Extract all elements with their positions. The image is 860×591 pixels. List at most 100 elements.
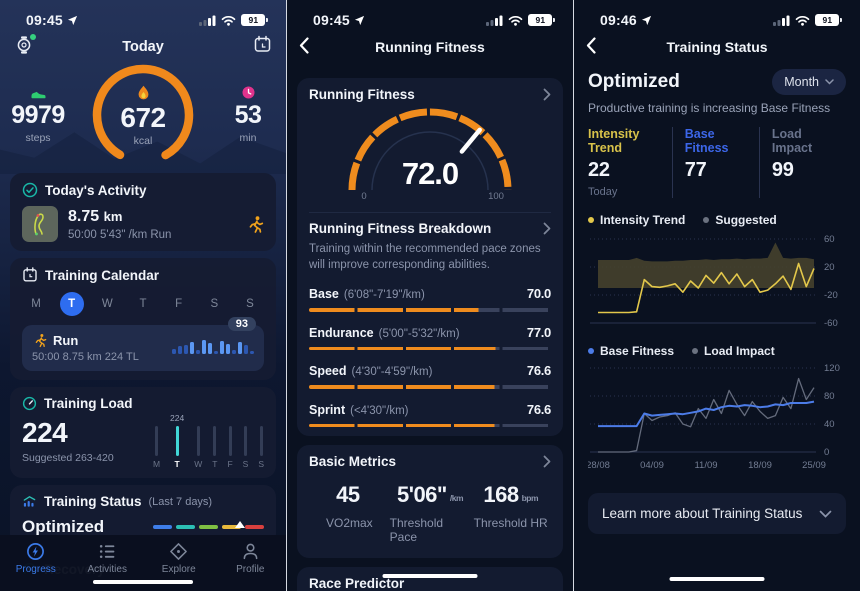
zone-label: Sprint [309,402,346,417]
calendar-day[interactable]: F [175,298,183,310]
todays-activity-card[interactable]: Today's Activity 8.75 km 50:00 5'43" /km… [10,173,276,251]
svg-text:25/09: 25/09 [802,460,826,471]
back-button[interactable] [586,37,596,57]
stat-value: 99 [771,159,794,181]
legend-dot-load-impact [692,348,699,354]
metric-threshold-hr: 168 bpm Threshold HR [470,482,551,544]
nav-bar: Running Fitness [287,30,573,64]
stat-load-impact[interactable]: Load Impact 99 [758,127,846,198]
spark-bar [232,350,236,354]
breakdown-row-sprint: Sprint (<4'30"/km) 76.6 [309,402,551,428]
calendar-day[interactable]: T [59,292,84,316]
running-fitness-header[interactable]: Running Fitness [309,87,551,102]
calorie-ring[interactable]: 672 kcal [91,63,195,167]
location-arrow-icon [641,15,651,25]
stat-label: Base Fitness [684,127,729,155]
stat-base-fitness[interactable]: Base Fitness 77 [671,127,759,198]
nav-progress[interactable]: Progress [0,542,72,591]
training-load-card[interactable]: Training Load 224 Suggested 263-420 M 224… [10,387,276,478]
intensity-legend: Intensity Trend Suggested [588,213,846,227]
chevron-left-icon [586,37,596,54]
svg-text:11/09: 11/09 [694,460,717,471]
training-score-badge: 93 [227,317,256,331]
spark-bar [172,349,176,354]
calories-value: 672 [120,102,166,133]
calendar-day[interactable]: T [139,298,147,310]
calendar-day[interactable]: S [246,298,254,310]
zone-value: 76.6 [526,363,551,379]
calendar-day[interactable]: W [101,298,113,310]
metric-label: VO2max [325,516,373,531]
phone-screen-training-status: 09:46 91 Training Status Optimized Month [574,0,860,591]
learn-more-label: Learn more about Training Status [602,506,803,521]
back-button[interactable] [299,37,309,57]
progress-icon [27,543,45,560]
spark-bar [244,345,248,354]
stat-sub: Today [588,186,618,198]
calendar-button[interactable] [253,35,272,59]
fitness-legend: Base Fitness Load Impact [588,344,846,358]
load-impact-line [598,377,815,453]
spark-bar [226,344,230,354]
calorie-ring-arc [92,64,194,166]
route-path-icon [34,213,44,236]
load-day-column: M [153,413,160,469]
nav-activities[interactable]: Activities [72,542,144,591]
learn-more-card[interactable]: Learn more about Training Status [588,493,846,534]
nav-profile[interactable]: Profile [215,542,287,591]
watch-device-button[interactable] [14,33,36,60]
watch-connected-dot [30,33,36,40]
steps-stat[interactable]: 9979 steps [9,87,67,144]
home-indicator[interactable] [669,577,765,581]
run-summary-card[interactable]: 93 Run 50:00 8.75 km 224 TL [22,317,264,371]
minutes-label: min [239,132,257,144]
race-predictor-card[interactable]: Race Predictor Distance Avg. Pace Time 5… [297,567,563,591]
intensity-line [598,262,815,314]
nav-title: Training Status [666,39,768,55]
stat-intensity-trend[interactable]: Intensity Trend 22 Today [588,127,672,198]
period-value: Month [784,75,819,89]
minutes-stat[interactable]: 53 min [219,86,277,144]
status-bar: 09:45 91 [287,0,573,30]
basic-metrics-card[interactable]: Basic Metrics 45 VO2max 5'06"/km Thresho… [297,445,563,559]
gauge-min-label: 0 [361,191,366,202]
clock-time: 09:46 [600,12,637,28]
training-load-value: 224 [22,416,68,448]
nav-explore[interactable]: Explore [143,542,215,591]
svg-text:20: 20 [824,262,835,273]
calendar-card-title: Training Calendar [45,267,160,283]
svg-text:18/09: 18/09 [748,460,772,471]
breakdown-bar [309,385,551,389]
home-indicator[interactable] [382,574,478,578]
base-fitness-line [598,400,815,428]
zone-value: 76.6 [526,401,551,417]
status-bar: 09:45 91 [0,0,286,30]
status-marker [234,520,245,528]
zone-value: 77.0 [526,324,551,340]
phone-screen-today: 09:45 91 Today 9979 steps [0,0,286,591]
battery-icon: 91 [528,14,553,26]
status-gradient [153,520,264,529]
calories-label: kcal [133,135,153,147]
home-indicator[interactable] [93,580,193,584]
training-status-state: Optimized [588,71,680,92]
metric-label: Threshold Pace [389,516,444,545]
load-day-column: S [258,413,264,469]
battery-icon: 91 [815,14,840,26]
cellular-signal-icon [486,15,503,26]
training-calendar-card[interactable]: Training Calendar M T W T F S S 93 Run 50:00 8… [10,258,276,380]
legend-dot-base-fitness [588,348,594,354]
route-map-thumbnail[interactable] [22,206,58,242]
breakdown-header[interactable]: Running Fitness Breakdown [309,221,551,236]
period-selector[interactable]: Month [772,69,846,95]
page-title: Today [122,39,164,55]
metric-unit: bpm [521,493,539,504]
calendar-day[interactable]: M [31,298,41,310]
calendar-day[interactable]: S [210,298,219,310]
today-header: Today [0,30,286,64]
spark-bar [220,341,224,354]
minutes-value: 53 [234,101,262,129]
stat-label: Intensity Trend [588,127,640,155]
svg-text:40: 40 [824,419,835,430]
